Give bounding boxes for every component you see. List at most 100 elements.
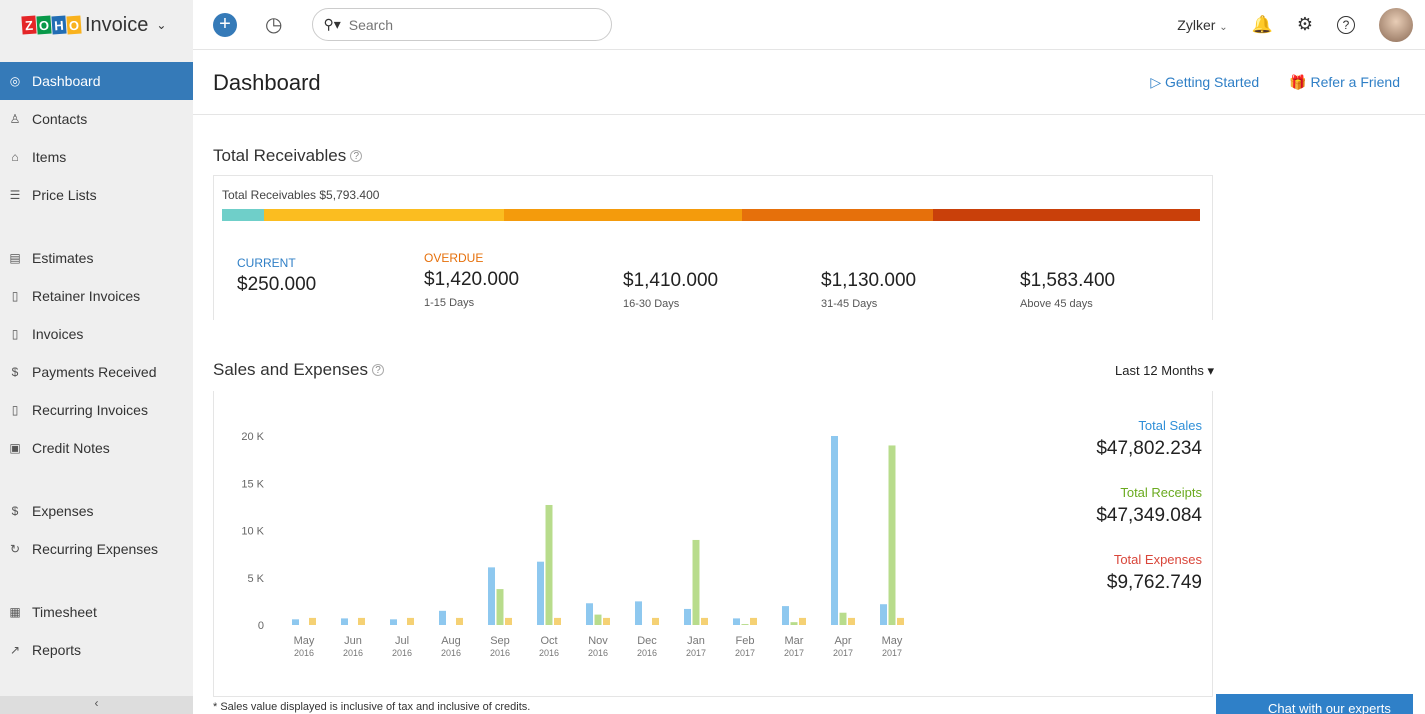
sidebar-item-estimates[interactable]: ▤ Estimates: [0, 239, 193, 277]
help-icon[interactable]: ?: [1337, 15, 1355, 34]
collapse-sidebar-button[interactable]: ‹: [0, 696, 193, 714]
bar-expenses[interactable]: [358, 617, 365, 625]
sidebar-item-dashboard[interactable]: ◎ Dashboard: [0, 62, 193, 100]
bar-sales[interactable]: [782, 606, 789, 625]
receivables-segment[interactable]: [503, 209, 742, 221]
search-box[interactable]: ⚲▾: [312, 8, 613, 41]
bar-expenses[interactable]: [456, 617, 463, 625]
search-icon[interactable]: ⚲▾: [323, 16, 341, 32]
x-tick-label: Jun: [344, 635, 362, 647]
bar-sales[interactable]: [635, 601, 642, 625]
refer-friend-link[interactable]: 🎁 Refer a Friend: [1289, 74, 1400, 91]
sidebar-item-contacts[interactable]: ♙ Contacts: [0, 100, 193, 138]
bar-receipts[interactable]: [790, 622, 798, 625]
receivables-segment[interactable]: [222, 209, 265, 221]
x-tick-label: Mar: [785, 635, 804, 647]
search-input[interactable]: [348, 16, 569, 33]
bucket-range: 31-45 Days: [821, 298, 878, 310]
bar-receipts[interactable]: [741, 624, 749, 625]
x-tick-year: 2017: [686, 648, 706, 658]
receivables-segment[interactable]: [264, 209, 504, 221]
bar-sales[interactable]: [831, 436, 838, 625]
x-tick-year: 2016: [392, 648, 412, 658]
x-tick-label: Feb: [736, 635, 755, 647]
sidebar-item-payments-received[interactable]: $ Payments Received: [0, 353, 193, 391]
receivables-segment[interactable]: [741, 209, 933, 221]
sidebar-item-price-lists[interactable]: ☰ Price Lists: [0, 176, 193, 214]
bar-sales[interactable]: [292, 619, 299, 625]
bar-expenses[interactable]: [701, 617, 708, 625]
calendar-icon: ▦: [9, 605, 21, 619]
bar-expenses[interactable]: [897, 617, 904, 625]
credit-note-icon: ▣: [9, 441, 21, 455]
getting-started-link[interactable]: ▷ Getting Started: [1150, 74, 1259, 91]
bar-sales[interactable]: [390, 619, 397, 625]
chat-button[interactable]: Chat with our experts: [1216, 694, 1413, 714]
bar-expenses[interactable]: [505, 617, 512, 625]
bar-receipts[interactable]: [839, 612, 847, 625]
org-switcher[interactable]: Zylker ⌄: [1177, 16, 1228, 33]
sidebar-item-label: Dashboard: [32, 73, 101, 89]
sidebar-item-recurring-expenses[interactable]: ↻ Recurring Expenses: [0, 530, 193, 568]
total-sales-value: $47,802.234: [1096, 438, 1202, 459]
avatar[interactable]: [1379, 7, 1413, 42]
sidebar-item-recurring-invoices[interactable]: ▯ Recurring Invoices: [0, 391, 193, 429]
bar-receipts[interactable]: [594, 614, 602, 625]
total-expenses-label: Total Expenses: [1113, 552, 1202, 567]
bar-sales[interactable]: [488, 567, 495, 625]
help-icon[interactable]: ?: [350, 150, 363, 162]
bar-sales[interactable]: [880, 604, 887, 625]
sidebar-item-timesheet[interactable]: ▦ Timesheet: [0, 593, 193, 631]
play-icon: ▷: [1150, 74, 1162, 90]
sales-title: Sales and Expenses?: [213, 360, 384, 380]
bar-receipts[interactable]: [496, 589, 504, 625]
recent-history-icon[interactable]: ◷: [265, 14, 283, 36]
bar-expenses[interactable]: [750, 617, 757, 625]
period-dropdown[interactable]: Last 12 Months ▾: [1115, 363, 1215, 378]
sidebar-item-label: Invoices: [32, 326, 84, 342]
sidebar-item-retainer-invoices[interactable]: ▯ Retainer Invoices: [0, 277, 193, 315]
bar-sales[interactable]: [586, 603, 593, 625]
x-tick-year: 2017: [833, 648, 853, 658]
sidebar-item-label: Timesheet: [32, 604, 97, 620]
bar-sales[interactable]: [684, 608, 691, 625]
sidebar-item-credit-notes[interactable]: ▣ Credit Notes: [0, 429, 193, 467]
bar-expenses[interactable]: [652, 617, 659, 625]
bar-expenses[interactable]: [309, 617, 316, 625]
bar-receipts[interactable]: [692, 539, 700, 625]
bell-icon[interactable]: 🔔: [1251, 14, 1273, 34]
bar-receipts[interactable]: [888, 445, 896, 625]
gear-icon[interactable]: ⚙: [1296, 14, 1313, 34]
sidebar-item-expenses[interactable]: $ Expenses: [0, 492, 193, 530]
bar-sales[interactable]: [733, 618, 740, 625]
sidebar-item-label: Items: [32, 149, 67, 165]
x-tick-year: 2016: [588, 648, 608, 658]
x-tick-year: 2016: [637, 648, 657, 658]
bar-expenses[interactable]: [603, 617, 610, 625]
bar-sales[interactable]: [537, 561, 544, 625]
bar-receipts[interactable]: [545, 504, 553, 625]
bar-expenses[interactable]: [407, 617, 414, 625]
sidebar-nav: ◎ Dashboard ♙ Contacts ⌂ Items ☰ Price Lists ▤ Es…: [0, 62, 193, 669]
bar-expenses[interactable]: [799, 617, 806, 625]
quick-create-button[interactable]: +: [213, 12, 237, 37]
chevron-down-icon: ⌄: [156, 18, 167, 32]
bar-expenses[interactable]: [554, 617, 561, 625]
sidebar-item-invoices[interactable]: ▯ Invoices: [0, 315, 193, 353]
total-sales-label: Total Sales: [1138, 418, 1202, 433]
sidebar-item-items[interactable]: ⌂ Items: [0, 138, 193, 176]
sidebar-item-reports[interactable]: ↗ Reports: [0, 631, 193, 669]
chart-icon: ↗: [9, 643, 21, 657]
bar-sales[interactable]: [439, 610, 446, 625]
bar-sales[interactable]: [341, 618, 348, 625]
bar-expenses[interactable]: [848, 617, 855, 625]
help-icon[interactable]: ?: [372, 364, 384, 376]
receivables-segment[interactable]: [932, 209, 1200, 221]
page-title: Dashboard: [213, 69, 321, 95]
total-receipts-label: Total Receipts: [1120, 485, 1202, 500]
x-tick-label: Sep: [490, 635, 510, 647]
x-tick-year: 2016: [490, 648, 510, 658]
gift-icon: 🎁: [1289, 74, 1307, 90]
